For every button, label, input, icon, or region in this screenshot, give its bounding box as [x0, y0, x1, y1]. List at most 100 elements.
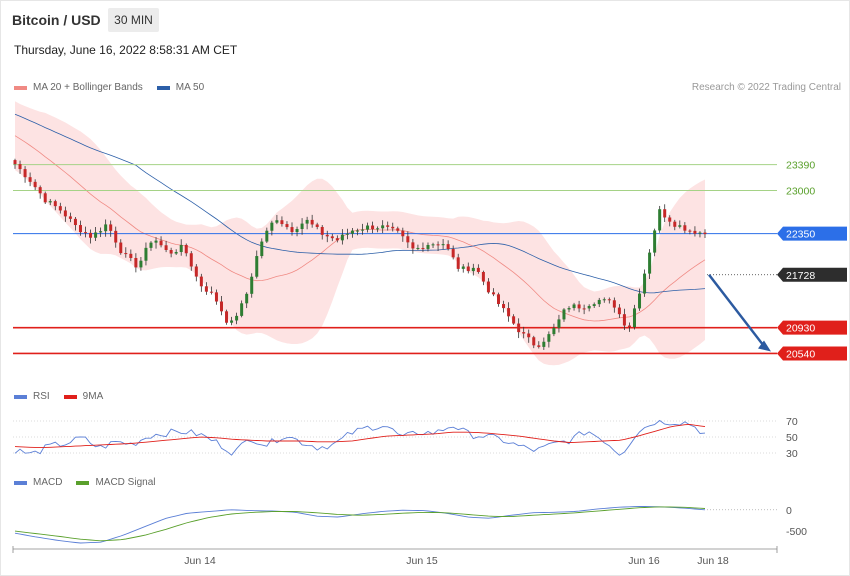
candle-body	[164, 245, 168, 250]
ma20-line	[14, 135, 706, 322]
candle-body	[134, 257, 138, 268]
candle-body	[627, 325, 631, 328]
candle-body	[386, 225, 390, 227]
rsi-9ma-line	[14, 423, 706, 448]
candle-body	[451, 248, 455, 258]
candle-body	[668, 217, 672, 222]
candle-body	[517, 323, 521, 333]
candle-body	[78, 225, 82, 233]
candle-body	[250, 276, 254, 294]
candle-body	[245, 293, 249, 304]
macd-panel: 0 -500	[14, 505, 807, 544]
candle-body	[512, 316, 516, 324]
candle-body	[58, 206, 62, 211]
candle-body	[295, 229, 299, 233]
candle-body	[391, 226, 395, 229]
candle-body	[648, 252, 652, 274]
candle-body	[557, 319, 561, 328]
candle-body	[320, 226, 324, 235]
support-label: 20540	[786, 348, 815, 360]
candle-body	[688, 230, 692, 232]
candle-body	[260, 241, 264, 257]
chart-datetime: Thursday, June 16, 2022 8:58:31 AM CET	[14, 43, 238, 57]
candle-body	[547, 334, 551, 342]
candle-body	[582, 308, 586, 310]
candle-body	[94, 232, 98, 238]
candle-body	[144, 247, 148, 261]
candle-body	[174, 252, 178, 254]
candle-body	[325, 234, 329, 237]
pivot-price-tag	[777, 226, 847, 241]
candle-body	[240, 303, 244, 316]
x-axis-label: Jun 14	[184, 555, 216, 567]
candle-body	[522, 332, 526, 334]
candle-body	[567, 308, 571, 310]
candle-body	[683, 225, 687, 231]
candle-body	[653, 230, 657, 253]
candle-body	[129, 253, 133, 258]
candle-body	[537, 345, 541, 347]
timeframe-selector[interactable]: 30 MIN	[108, 8, 159, 32]
x-axis-label: Jun 18	[697, 555, 729, 567]
candle-body	[406, 236, 410, 243]
candle-body	[622, 314, 626, 326]
forecast-arrow-shaft	[708, 274, 766, 349]
instrument-title: Bitcoin / USD	[12, 12, 101, 28]
candle-body	[199, 276, 203, 287]
candle-body	[638, 293, 642, 309]
candle-body	[350, 230, 354, 234]
x-axis-label: Jun 16	[628, 555, 660, 567]
candle-body	[310, 219, 314, 225]
candle-body	[471, 267, 475, 272]
support-label: 20930	[786, 323, 815, 335]
candle-body	[678, 225, 682, 227]
legend-macd: MACD	[14, 477, 62, 488]
candle-body	[597, 299, 601, 305]
legend-rsi-9ma: 9MA	[63, 391, 103, 402]
rsi-legend: RSI 9MA	[14, 391, 117, 402]
candle-body	[305, 219, 309, 224]
candle-body	[179, 244, 183, 253]
candle-body	[13, 160, 17, 165]
candle-body	[461, 266, 465, 269]
candle-body	[28, 177, 32, 182]
resistance-label: 23000	[786, 186, 815, 198]
candle-body	[149, 242, 153, 248]
candle-body	[426, 244, 430, 249]
rsi-line	[14, 419, 706, 456]
candle-body	[366, 225, 370, 230]
legend-macd-signal: MACD Signal	[76, 477, 155, 488]
candle-body	[33, 181, 37, 188]
candle-body	[381, 225, 385, 229]
candle-body	[99, 231, 103, 233]
rsi-panel: 70 50 30	[13, 416, 798, 460]
candle-body	[68, 216, 72, 219]
candle-body	[507, 308, 511, 317]
candle-body	[602, 299, 606, 301]
candle-body	[658, 209, 662, 231]
candle-body	[315, 224, 319, 227]
candle-body	[411, 242, 415, 249]
ma50-line	[14, 113, 706, 294]
candle-body	[184, 244, 188, 254]
candle-body	[497, 294, 501, 305]
candle-body	[703, 232, 707, 235]
candle-body	[355, 230, 359, 232]
candle-body	[300, 223, 304, 230]
candle-body	[159, 240, 163, 246]
candle-body	[270, 222, 274, 231]
rsi-axis-label: 30	[786, 448, 798, 460]
candle-body	[481, 271, 485, 282]
candle-body	[643, 273, 647, 294]
candle-body	[73, 218, 77, 226]
candle-body	[114, 230, 118, 243]
candle-body	[396, 228, 400, 231]
candle-body	[119, 242, 123, 254]
candle-body	[617, 307, 621, 315]
rsi-axis-label: 50	[786, 432, 798, 444]
candle-body	[18, 164, 22, 170]
candle-body	[330, 236, 334, 239]
legend-rsi: RSI	[14, 391, 50, 402]
